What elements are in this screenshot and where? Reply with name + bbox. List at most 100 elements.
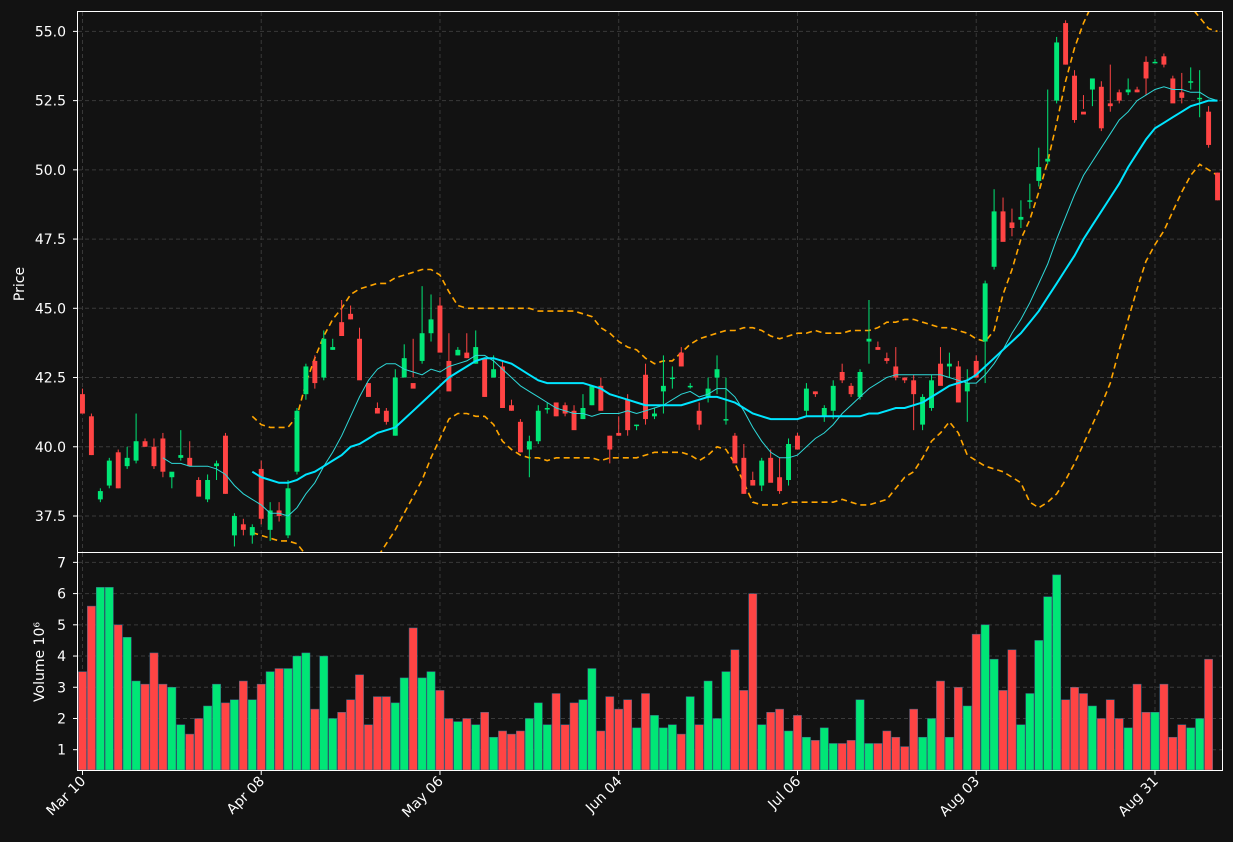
candle-body: [196, 480, 202, 497]
volume-bar: [802, 736, 811, 771]
candle-body: [535, 410, 541, 442]
price-tick-label: 40.0: [35, 440, 66, 456]
candle-body: [1215, 172, 1220, 201]
volume-bar: [399, 677, 409, 771]
price-tick-label: 45.0: [35, 301, 66, 317]
volume-bar: [1052, 574, 1062, 771]
volume-bar: [712, 718, 722, 771]
candle-body: [339, 322, 345, 336]
volume-bar: [632, 727, 641, 771]
candle-body: [401, 358, 407, 378]
candle-body: [705, 388, 711, 397]
volume-bar: [516, 730, 525, 771]
candle-body: [803, 388, 809, 411]
candle-body: [714, 369, 720, 378]
volume-bar: [301, 652, 311, 771]
candle-body: [106, 460, 112, 486]
volume-bar: [167, 687, 177, 771]
candle-body: [696, 410, 702, 425]
volume-bar: [1105, 699, 1115, 771]
candle-body: [964, 383, 970, 392]
volume-bar: [95, 587, 105, 771]
candle-body: [366, 383, 371, 397]
candle-body: [437, 305, 443, 353]
volume-bar: [498, 730, 507, 771]
volume-bar: [194, 718, 204, 771]
candle-body: [741, 457, 747, 494]
candle-body: [455, 349, 461, 356]
candle-body: [1054, 42, 1060, 101]
volume-bar: [256, 683, 266, 771]
volume-bar: [641, 693, 650, 771]
volume-bar: [793, 715, 802, 771]
candle-body: [1143, 61, 1149, 79]
candle-body: [1063, 23, 1069, 65]
volume-bar: [533, 702, 543, 771]
volume-bar: [989, 658, 999, 771]
candle-body: [1179, 92, 1185, 98]
volume-bar: [453, 721, 463, 771]
volume-bar: [1177, 724, 1187, 771]
candle-body: [777, 477, 783, 492]
volume-bar: [480, 711, 490, 771]
candle-body: [517, 421, 523, 453]
volume-bar: [78, 671, 87, 771]
candle-body: [151, 446, 157, 467]
candle-body: [660, 385, 666, 392]
volume-bar: [319, 655, 329, 771]
volume-bar: [364, 724, 373, 771]
volume-bar: [945, 736, 954, 771]
volume-bar: [158, 683, 168, 771]
volume-bar: [837, 743, 847, 771]
candle-body: [652, 413, 657, 417]
candle-body: [133, 441, 139, 461]
candle-body: [294, 410, 300, 472]
volume-bar: [435, 690, 445, 771]
candle-body: [491, 369, 497, 378]
candle-body: [1134, 89, 1140, 93]
candle-body: [330, 347, 336, 350]
candle-body: [1197, 97, 1203, 100]
volume-bar: [873, 743, 883, 771]
volume-tick-label: 6: [57, 587, 66, 603]
candle-body: [285, 488, 291, 536]
volume-bar: [775, 708, 784, 771]
candle-body: [982, 283, 988, 342]
volume-bar: [891, 736, 901, 771]
volume-bar: [390, 702, 400, 771]
slow-moving-average-line: [251, 99, 1218, 484]
candle-body: [124, 457, 130, 467]
candle-body: [839, 372, 845, 381]
candle-body: [115, 452, 121, 489]
candle-body: [1152, 61, 1158, 64]
volume-panel-frame: [77, 552, 1223, 771]
volume-bar: [650, 715, 659, 771]
candle-body: [374, 408, 380, 414]
volume-bar: [676, 733, 686, 771]
volume-bar: [936, 680, 945, 771]
volume-bar: [1016, 724, 1026, 771]
bollinger-bands: [251, 12, 1218, 552]
volume-bar: [373, 696, 382, 771]
moving-averages: [162, 86, 1218, 517]
volume-bar: [927, 718, 936, 771]
volume-bar: [221, 702, 230, 771]
candle-body: [911, 380, 917, 395]
fast-moving-average-line: [162, 86, 1218, 517]
volume-tick-label: 2: [57, 711, 66, 727]
volume-bar: [569, 702, 579, 771]
volume-bar: [623, 699, 633, 771]
candle-body: [884, 358, 890, 361]
candle-body: [1098, 86, 1104, 129]
volume-bar: [238, 680, 248, 771]
volume-bar: [1186, 727, 1196, 771]
candle-body: [178, 455, 184, 458]
candle-body: [482, 358, 488, 397]
volume-bar: [524, 718, 534, 771]
candle-body: [1081, 111, 1086, 115]
price-tick-label: 52.5: [35, 94, 66, 110]
candle-body: [446, 360, 452, 392]
volume-bar: [176, 724, 186, 771]
candle-body: [410, 383, 416, 389]
candle-body: [500, 366, 505, 408]
